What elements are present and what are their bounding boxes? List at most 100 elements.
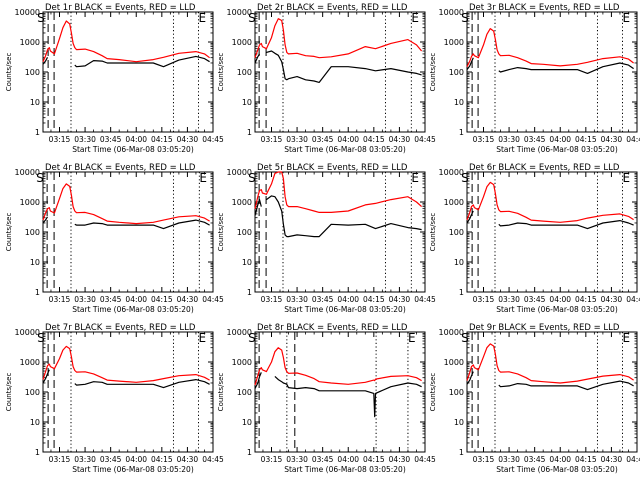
y-axis-label: Counts/sec xyxy=(429,213,437,252)
x-tick-label: 04:30 xyxy=(177,295,199,304)
x-tick-label: 03:15 xyxy=(261,455,283,464)
x-tick-label: 03:30 xyxy=(286,455,308,464)
series-line-lld xyxy=(42,345,210,383)
x-tick-label: 04:30 xyxy=(389,455,411,464)
y-tick-label: 100 xyxy=(237,388,252,397)
x-tick-label: 03:30 xyxy=(498,135,520,144)
x-tick-label: 04:30 xyxy=(177,455,199,464)
y-tick-label: 10 xyxy=(30,418,40,427)
x-tick-label: 04:15 xyxy=(151,135,173,144)
series-line-lld xyxy=(42,183,210,225)
plot-panel-7: 1 10 100 1000 10000 03:15 03:30 03:45 04:00 04:15… xyxy=(5,323,224,474)
y-tick-label: 1000 xyxy=(20,38,40,47)
x-tick-label: 04:45 xyxy=(414,295,436,304)
y-tick-label: 1 xyxy=(459,448,464,457)
x-tick-label: 03:45 xyxy=(312,455,334,464)
x-tick-label: 04:15 xyxy=(363,295,385,304)
plot-frame xyxy=(42,171,214,293)
y-tick-label: 1000 xyxy=(20,358,40,367)
panel-title: Det 1r BLACK = Events, RED = LLD xyxy=(45,3,196,13)
x-tick-label: 03:30 xyxy=(286,135,308,144)
x-tick-label: 03:30 xyxy=(286,295,308,304)
time-marker-label: S xyxy=(248,171,256,185)
y-axis-label: Counts/sec xyxy=(5,373,13,412)
y-tick-label: 100 xyxy=(237,228,252,237)
x-tick-label: 04:45 xyxy=(202,135,224,144)
series-line-events xyxy=(466,210,634,230)
plot-panel-9: 1 10 100 1000 10000 03:15 03:30 03:45 04:00 04:15… xyxy=(429,323,640,474)
x-tick-label: 04:15 xyxy=(575,135,597,144)
x-tick-label: 03:15 xyxy=(49,455,71,464)
x-tick-label: 04:15 xyxy=(151,295,173,304)
time-marker-label: S xyxy=(461,331,469,345)
time-marker-label: E xyxy=(411,11,419,25)
series-line-lld xyxy=(254,171,423,213)
x-tick-label: 03:45 xyxy=(312,135,334,144)
y-tick-label: 100 xyxy=(25,68,40,77)
x-tick-label: 04:00 xyxy=(549,295,571,304)
x-tick-label: 03:45 xyxy=(312,295,334,304)
plot-panel-2: 1 10 100 1000 10000 03:15 03:30 03:45 04:00 04:15… xyxy=(217,3,436,154)
series-line-events xyxy=(466,57,634,74)
x-tick-label: 03:15 xyxy=(473,455,495,464)
x-tick-label: 04:45 xyxy=(626,295,640,304)
time-marker-label: E xyxy=(199,11,207,25)
x-tick-label: 04:30 xyxy=(389,135,411,144)
y-tick-label: 10 xyxy=(242,98,252,107)
x-tick-label: 04:45 xyxy=(626,135,640,144)
y-tick-label: 100 xyxy=(237,68,252,77)
y-tick-label: 10000 xyxy=(439,328,464,337)
x-tick-label: 04:00 xyxy=(125,295,147,304)
y-tick-label: 1 xyxy=(35,448,40,457)
plot-frame xyxy=(42,331,214,453)
y-axis-label: Counts/sec xyxy=(429,53,437,92)
plot-panel-6: 1 10 100 1000 10000 03:15 03:30 03:45 04:00 04:15… xyxy=(429,163,640,314)
y-tick-label: 10 xyxy=(454,258,464,267)
y-tick-label: 10000 xyxy=(227,328,252,337)
x-tick-label: 03:15 xyxy=(261,295,283,304)
plot-panel-3: 1 10 100 1000 10000 03:15 03:30 03:45 04:00 04:15… xyxy=(429,3,640,154)
time-marker-label: S xyxy=(461,171,469,185)
x-tick-label: 03:30 xyxy=(498,295,520,304)
y-tick-label: 1 xyxy=(247,288,252,297)
panel-title: Det 5r BLACK = Events, RED = LLD xyxy=(257,163,408,173)
time-marker-label: E xyxy=(623,331,631,345)
x-tick-label: 03:45 xyxy=(524,295,546,304)
series-line-events xyxy=(254,372,422,418)
y-axis-label: Counts/sec xyxy=(217,53,225,92)
series-line-lld xyxy=(466,28,634,67)
y-tick-label: 10 xyxy=(242,258,252,267)
series-line-lld xyxy=(254,347,422,386)
x-tick-label: 04:15 xyxy=(575,295,597,304)
y-tick-label: 10 xyxy=(30,258,40,267)
x-axis-label: Start Time (06-Mar-08 03:05:20) xyxy=(496,465,618,474)
x-tick-label: 04:00 xyxy=(337,135,359,144)
panel-title: Det 4r BLACK = Events, RED = LLD xyxy=(45,163,196,173)
x-tick-label: 03:30 xyxy=(74,455,96,464)
x-tick-label: 04:45 xyxy=(202,455,224,464)
plot-panel-5: 1 10 100 1000 10000 03:15 03:30 03:45 04:00 04:15… xyxy=(217,163,436,314)
x-tick-label: 03:30 xyxy=(498,455,520,464)
x-tick-label: 04:30 xyxy=(601,135,623,144)
time-marker-label: S xyxy=(37,331,45,345)
time-marker-label: S xyxy=(248,11,256,25)
y-tick-label: 10000 xyxy=(439,168,464,177)
series-line-lld xyxy=(466,181,634,223)
x-tick-label: 04:45 xyxy=(626,455,640,464)
time-marker-label: E xyxy=(623,171,631,185)
plot-frame xyxy=(254,331,426,453)
x-tick-label: 04:00 xyxy=(549,135,571,144)
time-marker-label: E xyxy=(623,11,631,25)
series-line-lld xyxy=(42,20,210,63)
x-axis-label: Start Time (06-Mar-08 03:05:20) xyxy=(284,305,406,314)
y-tick-label: 10000 xyxy=(227,168,252,177)
x-tick-label: 03:15 xyxy=(49,135,71,144)
y-tick-label: 1000 xyxy=(232,358,252,367)
x-tick-label: 04:00 xyxy=(125,455,147,464)
x-tick-label: 04:45 xyxy=(414,455,436,464)
y-tick-label: 100 xyxy=(449,68,464,77)
y-tick-label: 100 xyxy=(449,228,464,237)
x-tick-label: 04:00 xyxy=(125,135,147,144)
x-tick-label: 03:30 xyxy=(74,135,96,144)
plot-panel-1: 1 10 100 1000 10000 03:15 03:30 03:45 04:00 04:15… xyxy=(5,3,224,154)
